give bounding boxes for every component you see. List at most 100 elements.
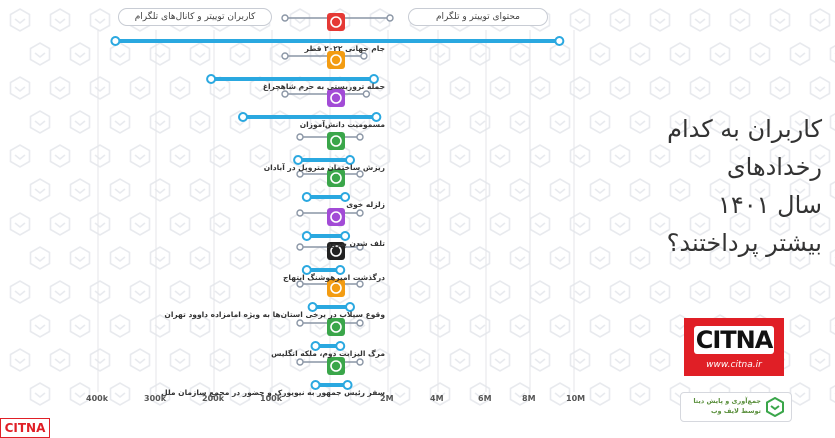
bg-hexagon [611, 349, 630, 371]
bg-chevron [235, 189, 245, 193]
bg-hexagon [131, 281, 150, 303]
bg-chevron [455, 359, 465, 363]
bg-hexagon [551, 179, 570, 201]
upper-point [357, 320, 363, 326]
logo-url: www.citna.ir [684, 360, 784, 370]
bg-chevron [575, 359, 585, 363]
bg-hexagon [511, 111, 530, 133]
bg-chevron [435, 325, 445, 329]
bg-chevron [695, 19, 705, 23]
bg-chevron [375, 223, 385, 227]
bg-hexagon [631, 43, 650, 65]
bg-chevron [195, 325, 205, 329]
title-line: بیشتر پرداختند؟ [612, 224, 822, 262]
bg-chevron [815, 359, 825, 363]
bg-hexagon [151, 111, 170, 133]
bg-chevron [575, 291, 585, 295]
bg-hexagon [411, 281, 430, 303]
bg-hexagon [471, 43, 490, 65]
gun-icon [327, 51, 345, 69]
bg-chevron [795, 53, 805, 57]
bg-chevron [75, 189, 85, 193]
bg-chevron [495, 155, 505, 159]
bg-hexagon [751, 43, 770, 65]
bg-hexagon [711, 43, 730, 65]
bg-chevron [295, 291, 305, 295]
upper-point [297, 134, 303, 140]
users-point [303, 232, 311, 240]
bg-hexagon [211, 145, 230, 167]
upper-point [297, 320, 303, 326]
bg-hexagon [111, 43, 130, 65]
bg-chevron [215, 291, 225, 295]
bg-hexagon [431, 111, 450, 133]
bg-chevron [275, 121, 285, 125]
bg-hexagon [491, 145, 510, 167]
bg-chevron [175, 223, 185, 227]
bg-hexagon [551, 247, 570, 269]
bg-hexagon [531, 213, 550, 235]
bg-chevron [495, 291, 505, 295]
bg-hexagon [151, 43, 170, 65]
bg-chevron [235, 325, 245, 329]
event-label: وقوع سیلاب در برخی استان‌ها به ویژه امام… [164, 310, 385, 319]
bg-hexagon [831, 179, 835, 201]
users-point [207, 75, 215, 83]
bg-chevron [35, 325, 45, 329]
bg-hexagon [831, 43, 835, 65]
bg-chevron [415, 359, 425, 363]
bg-hexagon [271, 247, 290, 269]
bg-chevron [375, 155, 385, 159]
bg-hexagon [151, 247, 170, 269]
bg-hexagon [471, 315, 490, 337]
bg-chevron [495, 223, 505, 227]
bg-chevron [555, 189, 565, 193]
bg-hexagon [651, 349, 670, 371]
bg-chevron [395, 53, 405, 57]
bg-hexagon [371, 281, 390, 303]
event-label: مرگ الیزابت دوم، ملکه انگلیس [271, 349, 385, 358]
bg-hexagon [11, 77, 30, 99]
bg-chevron [135, 223, 145, 227]
bg-chevron [635, 53, 645, 57]
bg-hexagon [131, 349, 150, 371]
bg-hexagon [391, 179, 410, 201]
bg-chevron [535, 223, 545, 227]
bg-hexagon [51, 213, 70, 235]
citna-small-logo: CITNA [0, 418, 50, 438]
bg-chevron [515, 257, 525, 261]
citna-logo: CITNA www.citna.ir [684, 318, 784, 376]
bg-hexagon [171, 77, 190, 99]
bg-chevron [95, 359, 105, 363]
bg-hexagon [391, 247, 410, 269]
right-tick-label: 2M [380, 394, 394, 403]
bg-hexagon [111, 111, 130, 133]
bg-hexagon [491, 77, 510, 99]
bg-hexagon [51, 145, 70, 167]
bg-chevron [15, 291, 25, 295]
upper-point [297, 359, 303, 365]
bg-chevron [275, 325, 285, 329]
bg-hexagon [251, 213, 270, 235]
bg-hexagon [451, 281, 470, 303]
bg-hexagon [11, 145, 30, 167]
bg-hexagon [631, 383, 650, 405]
bg-hexagon [211, 349, 230, 371]
bg-chevron [15, 223, 25, 227]
upper-point [357, 134, 363, 140]
bg-chevron [95, 291, 105, 295]
bg-hexagon [231, 179, 250, 201]
bg-chevron [655, 87, 665, 91]
bg-chevron [115, 189, 125, 193]
bg-hexagon [231, 247, 250, 269]
bg-hexagon [691, 77, 710, 99]
bg-hexagon [491, 349, 510, 371]
bg-chevron [375, 19, 385, 23]
bg-hexagon [411, 213, 430, 235]
bg-chevron [395, 393, 405, 397]
bg-chevron [615, 19, 625, 23]
bg-hexagon [211, 281, 230, 303]
bg-chevron [815, 87, 825, 91]
bg-hexagon [31, 179, 50, 201]
bg-hexagon [391, 43, 410, 65]
